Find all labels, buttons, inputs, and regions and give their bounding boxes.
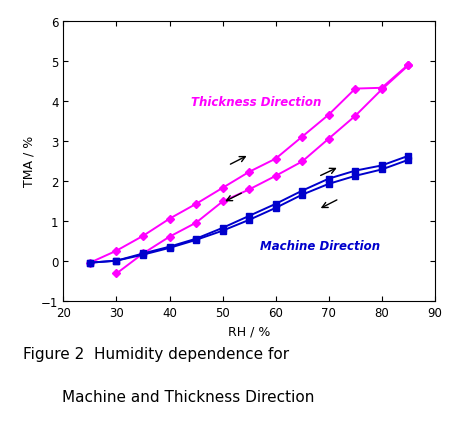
Text: Figure 2  Humidity dependence for: Figure 2 Humidity dependence for xyxy=(23,346,289,361)
Y-axis label: TMA / %: TMA / % xyxy=(23,136,36,187)
Text: Machine Direction: Machine Direction xyxy=(260,240,380,253)
Text: Thickness Direction: Thickness Direction xyxy=(191,95,321,108)
Text: Machine and Thickness Direction: Machine and Thickness Direction xyxy=(23,389,314,404)
X-axis label: RH / %: RH / % xyxy=(228,324,270,337)
